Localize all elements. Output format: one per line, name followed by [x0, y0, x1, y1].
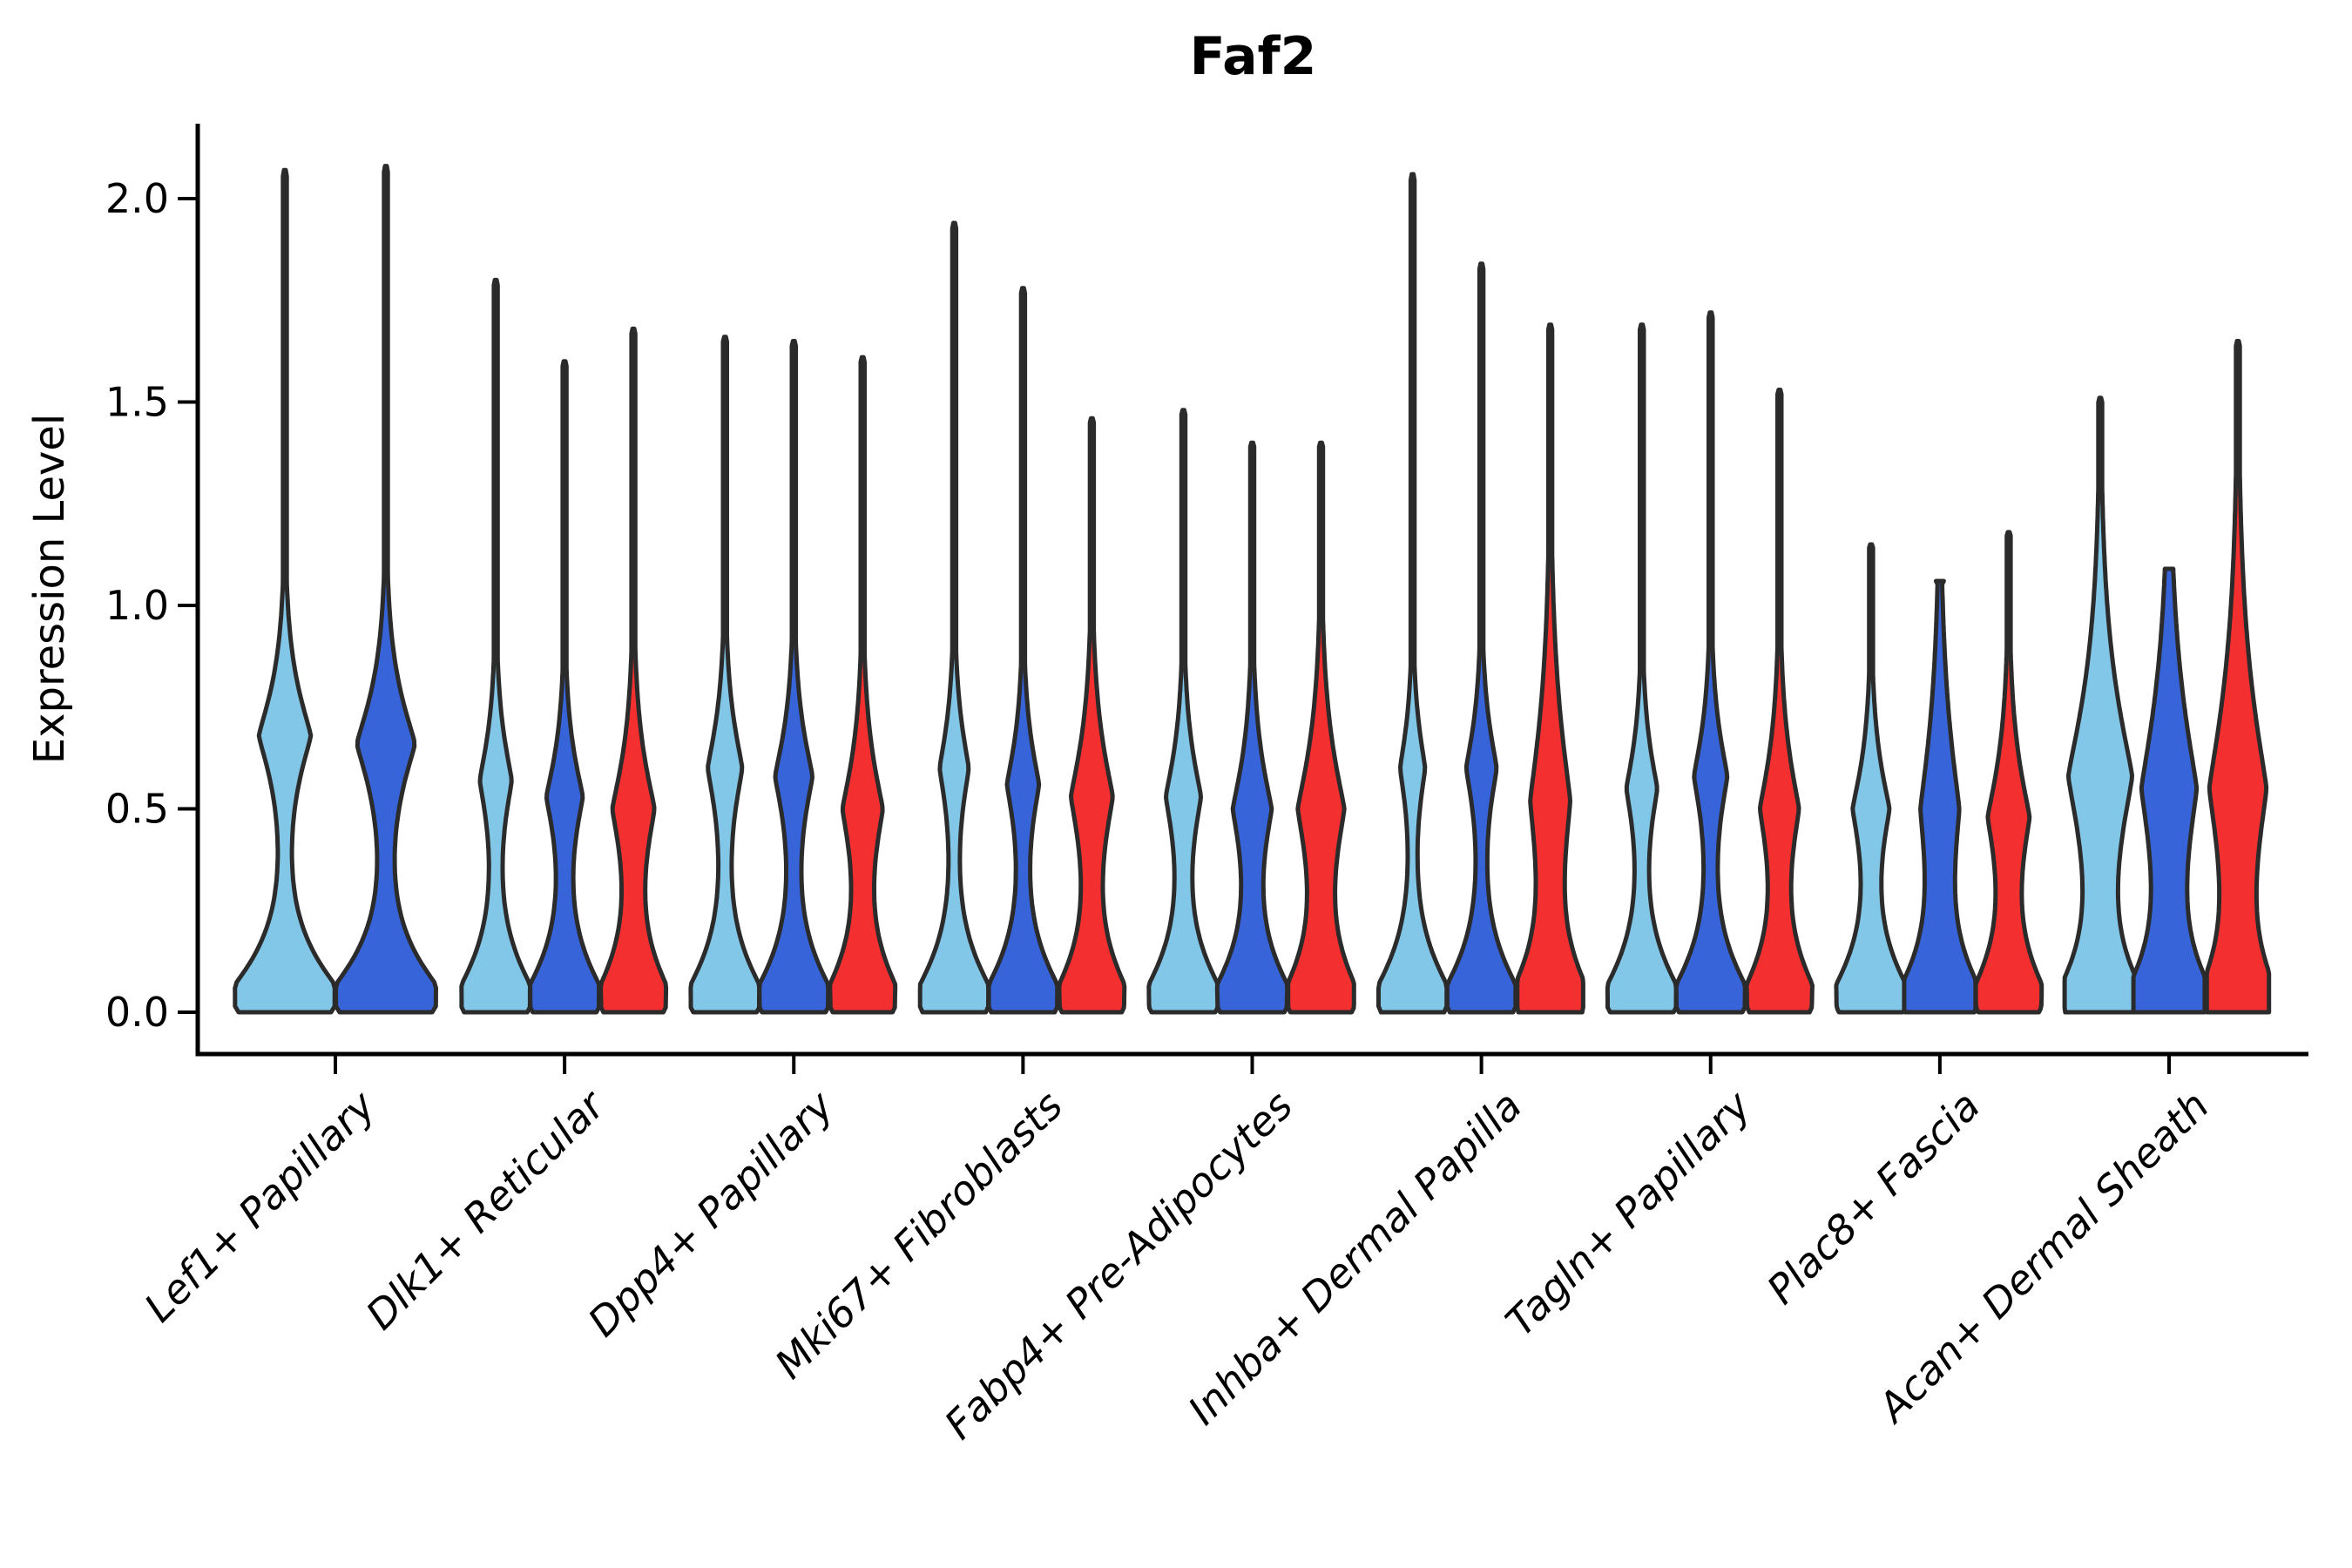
violin-dlk1-reticular-red — [598, 326, 669, 1015]
violin-fabp4-pre-adipocytes-blue_light — [1146, 408, 1220, 1015]
violin-mki67-fibroblasts-blue_dark — [986, 286, 1060, 1015]
violin-inhba-dermal-papilla-red — [1515, 322, 1585, 1015]
violin-plac8-fascia-blue_dark — [1902, 578, 1978, 1015]
violin-dpp4-papillary-blue_dark — [757, 339, 831, 1015]
violin-plac8-fascia-red — [1973, 530, 2044, 1015]
y-tick-label: 0.5 — [105, 786, 169, 833]
violin-inhba-dermal-papilla-blue_light — [1376, 172, 1450, 1015]
violin-mki67-fibroblasts-blue_light — [917, 220, 991, 1015]
violin-fabp4-pre-adipocytes-blue_dark — [1214, 440, 1290, 1015]
violin-plac8-fascia-blue_light — [1834, 542, 1909, 1015]
violin-mki67-fibroblasts-red — [1057, 416, 1127, 1015]
violin-dlk1-reticular-blue_dark — [528, 359, 602, 1015]
y-tick-label: 0.0 — [105, 989, 169, 1036]
violin-acan-dermal-sheath-blue_dark — [2131, 566, 2207, 1015]
violin-lef1-papillary-blue_light — [233, 167, 337, 1015]
figure-title: Faf2 — [1189, 26, 1317, 87]
violin-dlk1-reticular-blue_light — [459, 277, 532, 1015]
y-tick-label: 1.5 — [105, 379, 169, 426]
violin-fabp4-pre-adipocytes-red — [1286, 440, 1356, 1015]
y-tick-label: 1.0 — [105, 582, 169, 629]
violin-lef1-papillary-blue_dark — [334, 164, 438, 1015]
violin-tagln-papillary-blue_dark — [1673, 310, 1747, 1015]
violin-dpp4-papillary-red — [828, 355, 898, 1015]
violin-acan-dermal-sheath-blue_light — [2062, 395, 2139, 1015]
violin-tagln-papillary-red — [1744, 388, 1815, 1015]
violin-tagln-papillary-blue_light — [1605, 322, 1679, 1015]
violin-dpp4-papillary-blue_light — [688, 335, 762, 1015]
y-tick-label: 2.0 — [105, 175, 169, 222]
violin-inhba-dermal-papilla-blue_dark — [1444, 261, 1518, 1015]
violin-acan-dermal-sheath-red — [2204, 339, 2272, 1015]
